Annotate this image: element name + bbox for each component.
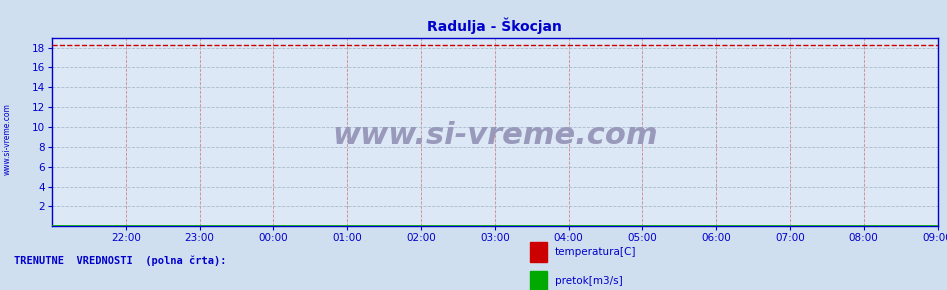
Text: pretok[m3/s]: pretok[m3/s] xyxy=(555,276,623,286)
Text: www.si-vreme.com: www.si-vreme.com xyxy=(3,103,12,175)
Title: Radulja - Škocjan: Radulja - Škocjan xyxy=(427,17,563,34)
Text: www.si-vreme.com: www.si-vreme.com xyxy=(332,121,657,150)
Text: temperatura[C]: temperatura[C] xyxy=(555,247,636,257)
Text: TRENUTNE  VREDNOSTI  (polna črta):: TRENUTNE VREDNOSTI (polna črta): xyxy=(14,256,226,266)
